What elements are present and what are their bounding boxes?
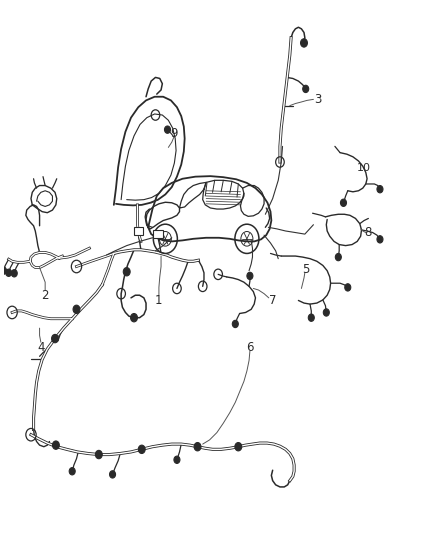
FancyBboxPatch shape bbox=[153, 230, 163, 238]
Circle shape bbox=[52, 334, 58, 343]
Circle shape bbox=[232, 320, 238, 328]
Text: 9: 9 bbox=[170, 127, 178, 140]
Circle shape bbox=[340, 199, 346, 206]
Text: 4: 4 bbox=[37, 341, 45, 354]
Circle shape bbox=[138, 445, 145, 454]
Circle shape bbox=[123, 268, 130, 276]
Circle shape bbox=[247, 272, 253, 280]
Circle shape bbox=[165, 126, 170, 133]
Circle shape bbox=[174, 456, 180, 463]
Circle shape bbox=[377, 185, 383, 193]
Circle shape bbox=[11, 270, 17, 277]
Text: 10: 10 bbox=[357, 163, 371, 173]
Circle shape bbox=[345, 284, 351, 291]
Circle shape bbox=[73, 305, 80, 313]
Circle shape bbox=[6, 269, 12, 277]
Text: 2: 2 bbox=[42, 289, 49, 302]
Text: 1: 1 bbox=[155, 294, 162, 307]
FancyBboxPatch shape bbox=[134, 228, 143, 235]
Circle shape bbox=[110, 471, 116, 478]
Text: 7: 7 bbox=[269, 294, 276, 307]
Circle shape bbox=[131, 313, 138, 322]
Circle shape bbox=[336, 254, 341, 261]
Circle shape bbox=[300, 39, 307, 47]
Circle shape bbox=[0, 267, 7, 274]
Text: 5: 5 bbox=[302, 263, 309, 276]
Circle shape bbox=[377, 236, 383, 243]
Text: 6: 6 bbox=[246, 341, 254, 354]
Circle shape bbox=[53, 441, 59, 449]
Circle shape bbox=[308, 314, 314, 321]
Circle shape bbox=[194, 442, 201, 451]
Circle shape bbox=[323, 309, 329, 316]
Text: 8: 8 bbox=[365, 226, 372, 239]
Circle shape bbox=[235, 442, 242, 451]
Circle shape bbox=[303, 85, 309, 93]
Circle shape bbox=[69, 467, 75, 475]
Text: 3: 3 bbox=[314, 93, 321, 106]
Circle shape bbox=[95, 450, 102, 459]
